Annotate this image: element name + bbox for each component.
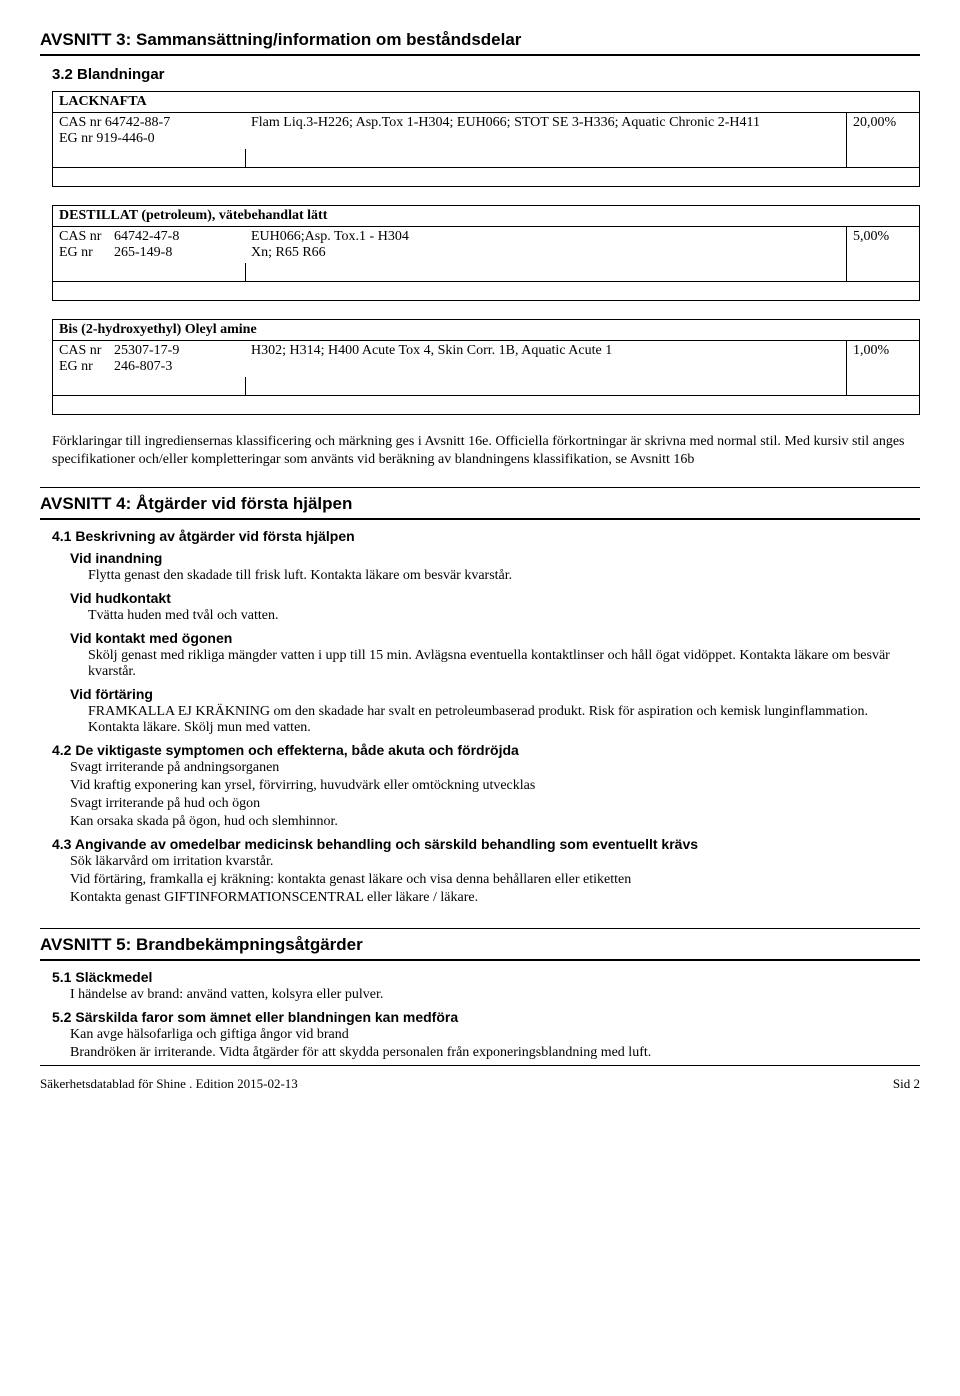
section5-2: 5.2 Särskilda faror som ämnet eller blan… (52, 1009, 920, 1025)
cas-value: 64742-47-8 (114, 229, 239, 245)
symptom-text: Vid kraftig exponering kan yrsel, förvir… (70, 778, 920, 794)
eye-text: Skölj genast med rikliga mängder vatten … (88, 648, 920, 680)
fire-hazard-text: Brandröken är irriterande. Vidta åtgärde… (70, 1045, 920, 1061)
symptom-text: Kan orsaka skada på ögon, hud och slemhi… (70, 814, 920, 830)
percentage: 5,00% (847, 227, 920, 264)
component-table: CAS nr25307-17-9 EG nr246-807-3 H302; H3… (52, 340, 920, 415)
skin-text: Tvätta huden med tvål och vatten. (88, 608, 920, 624)
divider (40, 487, 920, 488)
section4-2: 4.2 De viktigaste symptomen och effekter… (52, 742, 920, 758)
hazard-text: H302; H314; H400 Acute Tox 4, Skin Corr.… (245, 341, 847, 378)
cas-value: 25307-17-9 (114, 343, 239, 359)
eg-label: EG nr (59, 359, 114, 375)
hazard-text: EUH066;Asp. Tox.1 - H304 (251, 229, 840, 245)
section3-explanation: Förklaringar till ingrediensernas klassi… (52, 433, 920, 469)
medical-text: Sök läkarvård om irritation kvarstår. (70, 854, 920, 870)
eg-value: 246-807-3 (114, 359, 239, 375)
eg-label: EG nr (59, 245, 114, 261)
eye-heading: Vid kontakt med ögonen (70, 630, 920, 646)
component-name: LACKNAFTA (52, 91, 920, 112)
divider (40, 54, 920, 56)
footer-right: Sid 2 (893, 1076, 920, 1092)
hazard-text: Flam Liq.3-H226; Asp.Tox 1-H304; EUH066;… (245, 113, 847, 150)
ingestion-text: FRAMKALLA EJ KRÄKNING om den skadade har… (88, 704, 920, 736)
extinguish-text: I händelse av brand: använd vatten, kols… (70, 987, 920, 1003)
ingestion-heading: Vid förtäring (70, 686, 920, 702)
eg-nr: EG nr 919-446-0 (59, 131, 239, 147)
medical-text: Vid förtäring, framkalla ej kräkning: ko… (70, 872, 920, 888)
divider (40, 959, 920, 961)
symptom-text: Svagt irriterande på andningsorganen (70, 760, 920, 776)
footer-divider (40, 1065, 920, 1066)
component-table: CAS nr64742-47-8 EG nr265-149-8 EUH066;A… (52, 226, 920, 301)
component-destillat: DESTILLAT (petroleum), vätebehandlat lät… (52, 205, 920, 301)
cas-label: CAS nr (59, 229, 114, 245)
component-bis: Bis (2-hydroxyethyl) Oleyl amine CAS nr2… (52, 319, 920, 415)
component-name: DESTILLAT (petroleum), vätebehandlat lät… (52, 205, 920, 226)
hazard-text-2: Xn; R65 R66 (251, 245, 840, 261)
inhalation-text: Flytta genast den skadade till frisk luf… (88, 568, 920, 584)
section4-title: AVSNITT 4: Åtgärder vid första hjälpen (40, 494, 920, 516)
cas-label: CAS nr (59, 343, 114, 359)
section5-1: 5.1 Släckmedel (52, 969, 920, 985)
section5-title: AVSNITT 5: Brandbekämpningsåtgärder (40, 935, 920, 957)
percentage: 20,00% (847, 113, 920, 150)
medical-text: Kontakta genast GIFTINFORMATIONSCENTRAL … (70, 890, 920, 906)
fire-hazard-text: Kan avge hälsofarliga och giftiga ångor … (70, 1027, 920, 1043)
section3-title: AVSNITT 3: Sammansättning/information om… (40, 30, 920, 52)
section3-sub: 3.2 Blandningar (52, 66, 920, 83)
skin-heading: Vid hudkontakt (70, 590, 920, 606)
section4-3: 4.3 Angivande av omedelbar medicinsk beh… (52, 836, 920, 852)
eg-value: 265-149-8 (114, 245, 239, 261)
symptom-text: Svagt irriterande på hud och ögon (70, 796, 920, 812)
divider (40, 518, 920, 520)
percentage: 1,00% (847, 341, 920, 378)
section4-1: 4.1 Beskrivning av åtgärder vid första h… (52, 528, 920, 544)
cas-nr: CAS nr 64742-88-7 (59, 115, 239, 131)
inhalation-heading: Vid inandning (70, 550, 920, 566)
component-table: CAS nr 64742-88-7 EG nr 919-446-0 Flam L… (52, 112, 920, 187)
page-footer: Säkerhetsdatablad för Shine . Edition 20… (40, 1074, 920, 1092)
component-lacknafta: LACKNAFTA CAS nr 64742-88-7 EG nr 919-44… (52, 91, 920, 187)
footer-left: Säkerhetsdatablad för Shine . Edition 20… (40, 1076, 298, 1092)
divider (40, 928, 920, 929)
component-name: Bis (2-hydroxyethyl) Oleyl amine (52, 319, 920, 340)
